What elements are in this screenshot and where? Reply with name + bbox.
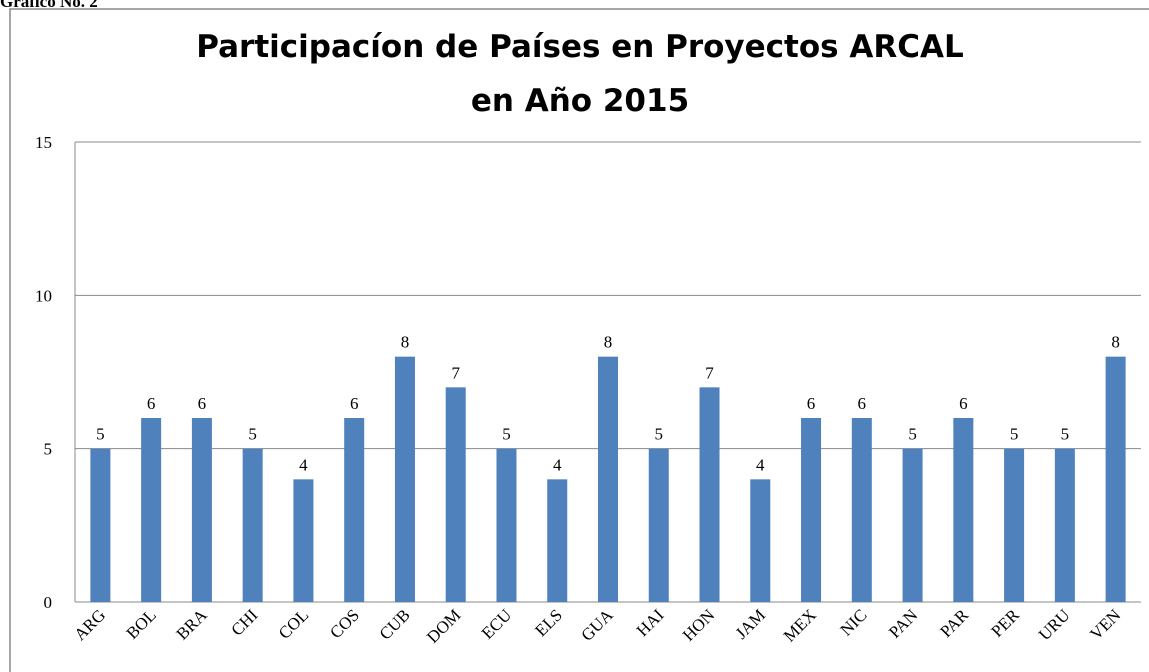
data-label: 6 (959, 394, 968, 413)
x-tick-label: HAI (633, 605, 668, 640)
chart-title: en Año 2015 (471, 83, 689, 119)
bar (598, 356, 618, 602)
bar (902, 448, 923, 602)
data-label: 6 (198, 394, 207, 413)
bar (1105, 356, 1126, 602)
data-label: 5 (1061, 425, 1070, 444)
x-tick-label: ARG (70, 605, 109, 644)
data-label: 7 (705, 363, 714, 382)
data-label: 5 (1010, 425, 1019, 444)
x-tick-label: DOM (423, 605, 464, 646)
bar (394, 356, 415, 602)
data-label: 6 (807, 394, 816, 413)
x-tick-label: MEX (780, 605, 820, 645)
y-tick-label: 15 (35, 133, 52, 152)
y-tick-label: 0 (44, 593, 53, 612)
data-label: 4 (299, 455, 308, 474)
x-tick-label: JAM (732, 605, 769, 642)
chart-title: Participacíon de Países en Proyectos ARC… (196, 29, 964, 65)
data-label: 6 (350, 394, 359, 413)
bar (648, 448, 669, 602)
bar (1004, 448, 1025, 602)
x-tick-label: CHI (227, 605, 261, 639)
data-label: 5 (655, 425, 664, 444)
data-label: 4 (756, 455, 765, 474)
y-tick-label: 10 (35, 286, 52, 305)
x-tick-label: GUA (577, 605, 617, 645)
bar (1054, 448, 1075, 602)
x-tick-label: BOL (122, 605, 159, 642)
data-label: 8 (1111, 333, 1120, 352)
data-label: 8 (604, 333, 613, 352)
x-tick-label: PER (987, 605, 1023, 641)
x-tick-label: BRA (173, 605, 212, 644)
caption: Gráfico No. 2 (0, 0, 98, 11)
x-tick-label: PAR (936, 605, 972, 641)
x-tick-label: HON (679, 605, 718, 644)
bar (141, 418, 162, 602)
data-label: 5 (502, 425, 511, 444)
bar (191, 418, 212, 602)
bar (293, 479, 314, 602)
x-tick-label: PAN (885, 605, 921, 641)
x-tick-label: COS (326, 605, 363, 642)
x-tick-label: NIC (836, 605, 870, 639)
chart-border (9, 8, 1149, 672)
data-label: 8 (401, 333, 410, 352)
bar (496, 448, 517, 602)
data-label: 5 (96, 425, 105, 444)
data-label: 5 (248, 425, 257, 444)
data-label: 4 (553, 455, 562, 474)
bar (90, 448, 111, 602)
x-tick-label: ECU (478, 605, 515, 642)
bar (445, 387, 466, 602)
bar (953, 418, 974, 602)
x-tick-label: ELS (531, 605, 566, 640)
data-label: 5 (908, 425, 917, 444)
bar (547, 479, 568, 602)
bar (242, 448, 263, 602)
bar (344, 418, 365, 602)
x-tick-label: COL (275, 605, 312, 642)
x-tick-label: URU (1035, 605, 1074, 644)
data-label: 6 (147, 394, 156, 413)
bar (851, 418, 872, 602)
y-tick-label: 5 (44, 440, 53, 459)
x-tick-label: VEN (1086, 605, 1124, 643)
bar (750, 479, 771, 602)
bar (801, 418, 822, 602)
bar (699, 387, 720, 602)
x-tick-label: CUB (376, 605, 414, 643)
data-label: 7 (451, 363, 460, 382)
data-label: 6 (858, 394, 867, 413)
